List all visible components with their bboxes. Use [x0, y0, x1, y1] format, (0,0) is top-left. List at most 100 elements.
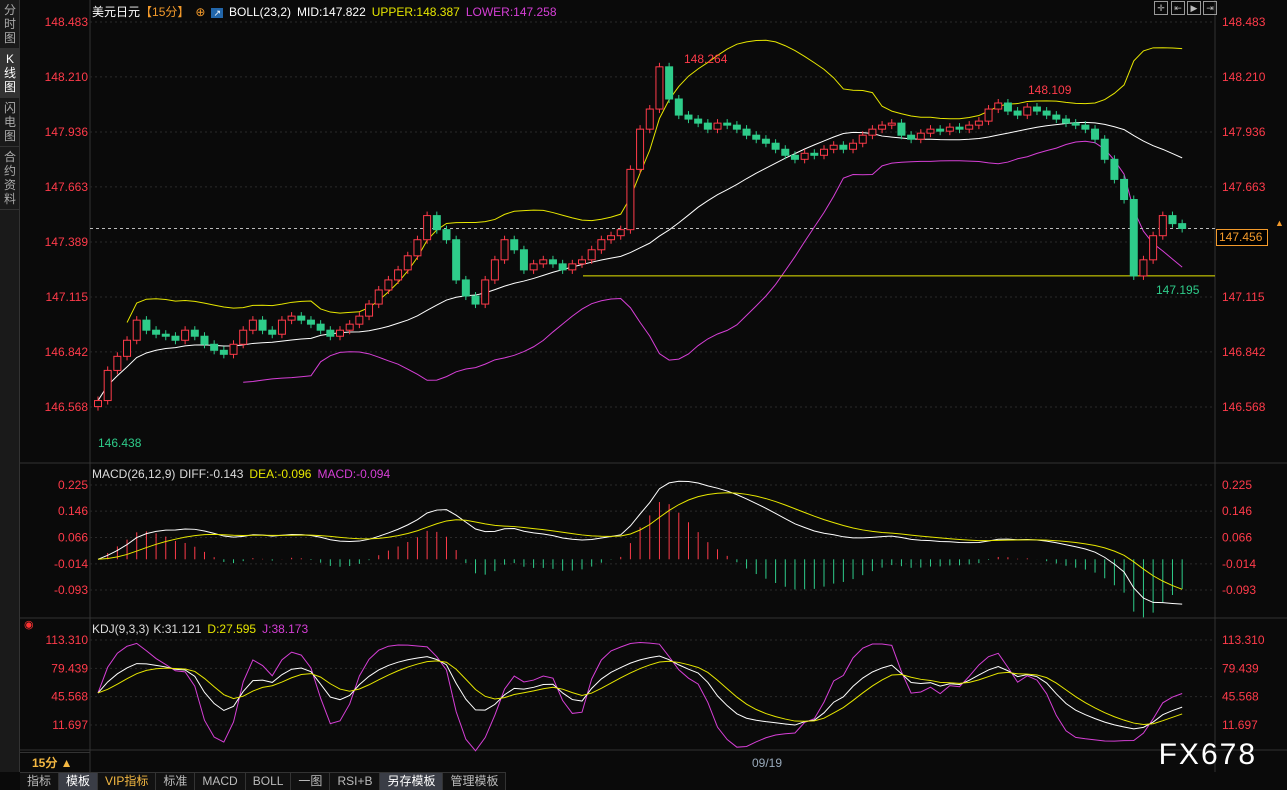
- kdj-k: K:31.121: [153, 622, 202, 636]
- candle-body: [510, 239, 519, 251]
- sidebar-tab-timeshare[interactable]: 分时图: [0, 0, 20, 49]
- macd-axis-tick-right: 0.225: [1222, 478, 1252, 492]
- kdj-j: J:38.173: [262, 622, 309, 636]
- candle-body: [771, 142, 780, 150]
- candle-body: [423, 215, 432, 241]
- candle-body: [229, 343, 238, 355]
- macd-axis-tick-left: 0.146: [58, 504, 88, 518]
- macd-header: MACD(26,12,9) DIFF:-0.143 DEA:-0.096 MACD:-…: [92, 467, 396, 481]
- candle-body: [529, 263, 538, 271]
- candle-body: [578, 259, 586, 265]
- kdj-name: KDJ(9,3,3): [92, 622, 150, 636]
- candle-body: [297, 315, 306, 321]
- kdj-header: KDJ(9,3,3) K:31.121 D:27.595 J:38.173: [92, 622, 314, 636]
- candle-body: [500, 239, 509, 261]
- tab-standard[interactable]: 标准: [156, 773, 196, 790]
- kdj-axis-tick-right: 113.310: [1222, 633, 1265, 647]
- price-axis-tick-right: 148.210: [1222, 70, 1266, 84]
- kdj-j-line: [97, 641, 1183, 752]
- move-right-icon[interactable]: ⇥: [1203, 1, 1217, 15]
- candle-body: [316, 323, 325, 331]
- macd-axis-tick-left: 0.225: [58, 478, 88, 492]
- candle-body: [1158, 215, 1167, 237]
- candle-body: [452, 239, 461, 281]
- tab-vip-indicator[interactable]: VIP指标: [98, 773, 157, 790]
- sidebar-tab-flash[interactable]: 闪电图: [0, 98, 20, 147]
- zoom-start-icon[interactable]: ⇤: [1171, 1, 1185, 15]
- low2-annotation: 147.195: [1156, 283, 1200, 297]
- candle-body: [1168, 215, 1177, 225]
- candle-body: [461, 279, 470, 297]
- candle-body: [132, 319, 141, 341]
- candle-body: [868, 128, 877, 136]
- candle-body: [1120, 178, 1129, 201]
- candle-body: [626, 168, 635, 231]
- play-icon[interactable]: ▶: [1187, 1, 1201, 15]
- candle-body: [790, 154, 799, 160]
- candle-body: [345, 323, 354, 331]
- candle-body: [674, 98, 683, 116]
- candle-body: [703, 122, 712, 130]
- crosshair-tool-icon[interactable]: ✛: [1154, 1, 1168, 15]
- price-axis-tick-left: 147.663: [45, 180, 89, 194]
- candle-body: [849, 142, 858, 150]
- candle-body: [1042, 110, 1051, 116]
- tab-one-chart[interactable]: 一图: [291, 773, 331, 790]
- candle-body: [897, 122, 906, 136]
- candle-body: [1091, 128, 1100, 140]
- sidebar-tab-contract[interactable]: 合约资料: [0, 147, 20, 210]
- candle-body: [152, 329, 161, 335]
- current-price-label: 147.456: [1216, 229, 1268, 246]
- price-axis-tick-left: 147.389: [45, 235, 89, 249]
- kdj-axis-tick-left: 79.439: [51, 661, 88, 675]
- candle-body: [1023, 106, 1032, 116]
- tab-boll[interactable]: BOLL: [246, 773, 292, 790]
- kdj-axis-tick-left: 113.310: [46, 633, 89, 647]
- low-annotation: 146.438: [98, 436, 142, 450]
- candle-body: [1149, 235, 1158, 261]
- sidebar-tab-kline[interactable]: K线图: [0, 49, 20, 98]
- chart-canvas[interactable]: 148.483 148.483 148.210 148.210 147.936 147.9…: [0, 0, 1287, 772]
- candle-body: [974, 120, 983, 126]
- candle-body: [955, 126, 964, 130]
- boll-lower-line: [243, 140, 1183, 383]
- candle-body: [200, 335, 209, 345]
- candle-body: [219, 349, 228, 355]
- alert-icon[interactable]: ◉: [24, 619, 34, 631]
- candle-body: [800, 152, 809, 160]
- candle-body: [539, 259, 548, 265]
- candle-body: [916, 132, 925, 140]
- main-header: 美元日元【15分】 ⊕ ↗ BOLL(23,2) MID:147.822 UPPER:14…: [92, 3, 563, 20]
- candle-body: [1139, 259, 1148, 277]
- candle-body: [161, 333, 170, 337]
- bottom-tabs: 指标 模板 VIP指标 标准 MACD BOLL 一图 RSI+B 另存模板 管…: [20, 772, 507, 790]
- macd-axis-tick-right: 0.066: [1222, 531, 1252, 545]
- macd-axis-tick-left: -0.014: [54, 557, 88, 571]
- candle-body: [210, 343, 219, 351]
- tab-manage-template[interactable]: 管理模板: [443, 773, 507, 790]
- high-annotation: 148.264: [684, 52, 728, 66]
- candle-body: [752, 134, 761, 140]
- candle-body: [277, 319, 286, 335]
- candle-body: [384, 279, 393, 291]
- candle-body: [858, 134, 867, 144]
- tab-template[interactable]: 模板: [59, 773, 99, 790]
- kdj-k-line: [97, 655, 1183, 730]
- candle-body: [616, 229, 625, 237]
- tab-indicator[interactable]: 指标: [20, 773, 60, 790]
- candle-body: [694, 118, 703, 124]
- period-selector[interactable]: 15分 ▲: [20, 752, 90, 772]
- crosshair-icon[interactable]: ⊕: [195, 5, 206, 19]
- candle-body: [984, 108, 993, 122]
- tab-macd[interactable]: MACD: [195, 773, 246, 790]
- candle-body: [490, 259, 499, 281]
- macd-diff: DIFF:-0.143: [179, 467, 244, 481]
- candle-body: [181, 329, 190, 341]
- candle-body: [636, 128, 645, 170]
- indicator-chart-icon[interactable]: ↗: [211, 8, 223, 18]
- tab-save-template[interactable]: 另存模板: [380, 773, 444, 790]
- candle-body: [1032, 106, 1041, 112]
- candle-body: [123, 339, 132, 357]
- tab-rsi-b[interactable]: RSI+B: [330, 773, 381, 790]
- price-axis-tick-right: 146.568: [1222, 400, 1266, 414]
